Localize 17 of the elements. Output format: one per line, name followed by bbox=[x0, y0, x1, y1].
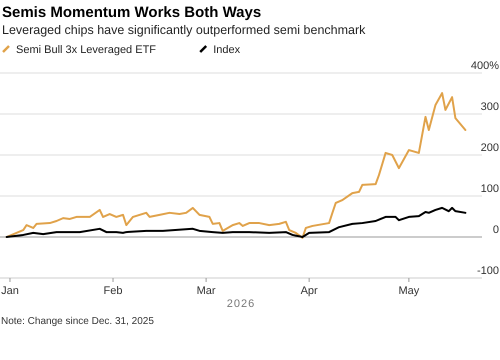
x-axis-title: 2026 bbox=[226, 298, 256, 310]
x-tick-label: Feb bbox=[104, 285, 123, 297]
legend-label: Semi Bull 3x Leveraged ETF bbox=[16, 44, 156, 56]
y-tick-label: 100 bbox=[480, 183, 499, 195]
chart-title: Semis Momentum Works Both Ways bbox=[2, 4, 262, 21]
x-tick-label: Apr bbox=[300, 285, 318, 297]
x-tick-label: May bbox=[398, 285, 420, 297]
legend-label: Index bbox=[213, 44, 241, 56]
chart-subtitle: Leveraged chips have significantly outperformed semi benchmark bbox=[2, 23, 366, 37]
y-tick-label: 0 bbox=[492, 224, 499, 236]
y-tick-label: 200 bbox=[480, 142, 499, 154]
y-tick-label: -100 bbox=[476, 265, 499, 277]
x-tick-label: Mar bbox=[196, 285, 216, 297]
x-tick-label: Jan bbox=[1, 285, 19, 297]
y-tick-label: 300 bbox=[480, 101, 499, 113]
y-tick-label: 400% bbox=[470, 60, 500, 72]
text: Note: Change since Dec. 31, 2025 bbox=[1, 316, 154, 327]
